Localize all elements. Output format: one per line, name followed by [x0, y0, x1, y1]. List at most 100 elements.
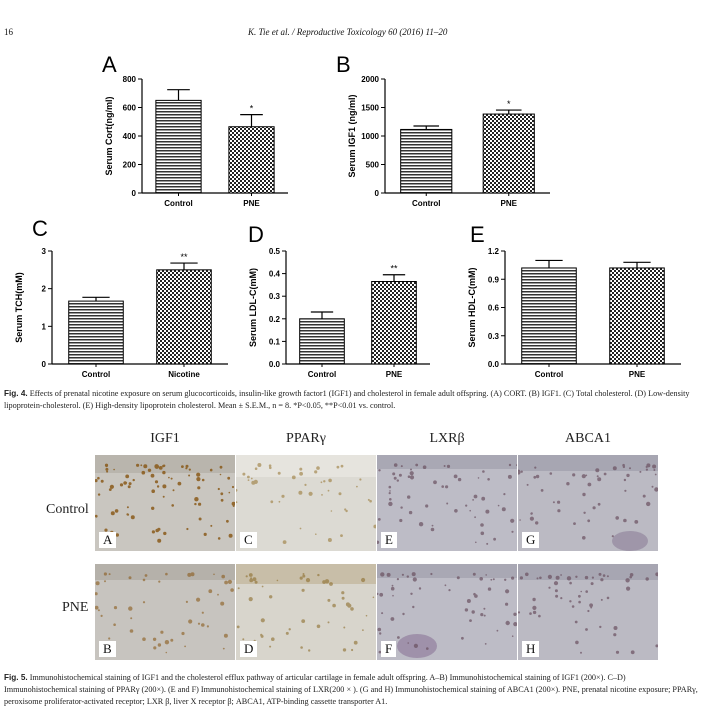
stained-cell: [453, 474, 458, 479]
stained-cell: [340, 464, 344, 468]
stained-cell: [445, 485, 449, 489]
stained-cell: [490, 578, 493, 581]
stained-cell: [95, 592, 98, 596]
stained-cell: [381, 612, 384, 615]
stained-cell: [430, 572, 433, 576]
stained-cell: [203, 532, 207, 536]
stained-cell: [584, 575, 589, 580]
stained-cell: [615, 516, 619, 520]
stained-cell: [412, 605, 415, 609]
stained-cell: [587, 519, 591, 523]
y-axis-label: Serum TCH(mM): [14, 272, 24, 343]
stained-cell: [119, 483, 124, 487]
stained-cell: [155, 528, 159, 533]
stained-cell: [223, 633, 228, 638]
stained-cell: [485, 509, 490, 514]
stained-cell: [217, 593, 219, 596]
y-tick-label: 0.0: [269, 360, 281, 369]
stained-cell: [308, 491, 313, 496]
stained-cell: [113, 623, 116, 626]
stained-cell: [625, 578, 630, 583]
stained-cell: [654, 473, 657, 476]
x-tick-label: Control: [308, 370, 336, 379]
stained-cell: [390, 617, 395, 621]
y-tick-label: 0: [132, 189, 137, 198]
stained-cell: [482, 470, 485, 473]
stained-cell: [560, 597, 563, 600]
panel-letter: C: [32, 216, 48, 241]
stained-cell: [536, 577, 539, 580]
stained-cell: [388, 485, 392, 489]
stained-cell: [578, 600, 581, 604]
stained-cell: [221, 574, 225, 579]
stained-cell: [507, 474, 512, 479]
stained-cell: [181, 465, 184, 468]
y-tick-label: 0.2: [269, 315, 281, 324]
bar-control: [68, 300, 124, 365]
stained-cell: [393, 463, 398, 467]
stained-cell: [332, 603, 336, 608]
stained-cell: [95, 581, 100, 586]
y-tick-label: 2: [42, 285, 47, 294]
col-title-abca1: ABCA1: [565, 431, 611, 446]
x-tick-label: Control: [82, 370, 110, 379]
x-tick-label: Control: [412, 199, 440, 208]
stained-cell: [299, 527, 302, 530]
stained-cell: [477, 477, 480, 479]
stained-cell: [581, 474, 586, 479]
stained-cell: [612, 466, 617, 471]
stained-cell: [126, 513, 129, 516]
stained-cell: [125, 481, 128, 484]
stained-cell: [547, 574, 552, 579]
stained-cell: [578, 594, 581, 598]
x-tick-label: PNE: [386, 370, 403, 379]
stained-cell: [157, 643, 162, 647]
stained-cell: [154, 480, 159, 484]
stained-cell: [163, 531, 167, 536]
stained-cell: [557, 509, 561, 513]
stained-cell: [645, 577, 649, 581]
stained-cell: [269, 595, 273, 599]
stained-cell: [399, 518, 403, 523]
y-axis-label: Serum Cort(ng/ml): [104, 96, 114, 175]
stained-cell: [484, 643, 487, 645]
stained-cell: [188, 468, 191, 471]
stained-cell: [398, 473, 402, 477]
stained-cell: [248, 573, 253, 577]
stained-cell: [228, 491, 231, 494]
y-tick-label: 600: [123, 104, 137, 113]
stained-cell: [177, 481, 182, 486]
stained-cell: [327, 538, 332, 542]
y-tick-label: 400: [123, 132, 137, 141]
stained-cell: [518, 470, 521, 475]
stained-cell: [402, 612, 405, 616]
stained-cell: [504, 578, 507, 581]
y-tick-label: 0.3: [488, 332, 500, 341]
panel-letter: A: [102, 52, 117, 77]
stained-cell: [392, 472, 396, 476]
stained-cell: [210, 524, 213, 527]
stained-cell: [170, 477, 173, 480]
stained-cell: [162, 484, 167, 489]
stained-cell: [168, 476, 170, 479]
stained-cell: [626, 473, 630, 478]
stained-cell: [377, 540, 380, 544]
stained-cell: [532, 605, 537, 610]
stained-cell: [653, 469, 656, 471]
x-tick-label: Control: [535, 370, 563, 379]
stained-cell: [291, 475, 296, 480]
stained-cell: [430, 527, 435, 532]
stained-cell: [501, 507, 506, 512]
chart-a: A 0 200 400 600 800 Serum Cort(ng/ml) Control * P…: [102, 52, 288, 208]
stained-cell: [305, 578, 311, 583]
stained-cell: [629, 467, 631, 470]
stained-cell: [408, 510, 413, 515]
stained-cell: [97, 609, 100, 612]
stained-cell: [201, 478, 205, 482]
stained-cell: [250, 477, 253, 480]
bar-control: [155, 99, 202, 194]
x-tick-label: Control: [164, 199, 192, 208]
stained-cell: [269, 466, 272, 470]
micrograph-igf1-control: A: [95, 455, 235, 551]
stained-cell: [220, 492, 224, 496]
